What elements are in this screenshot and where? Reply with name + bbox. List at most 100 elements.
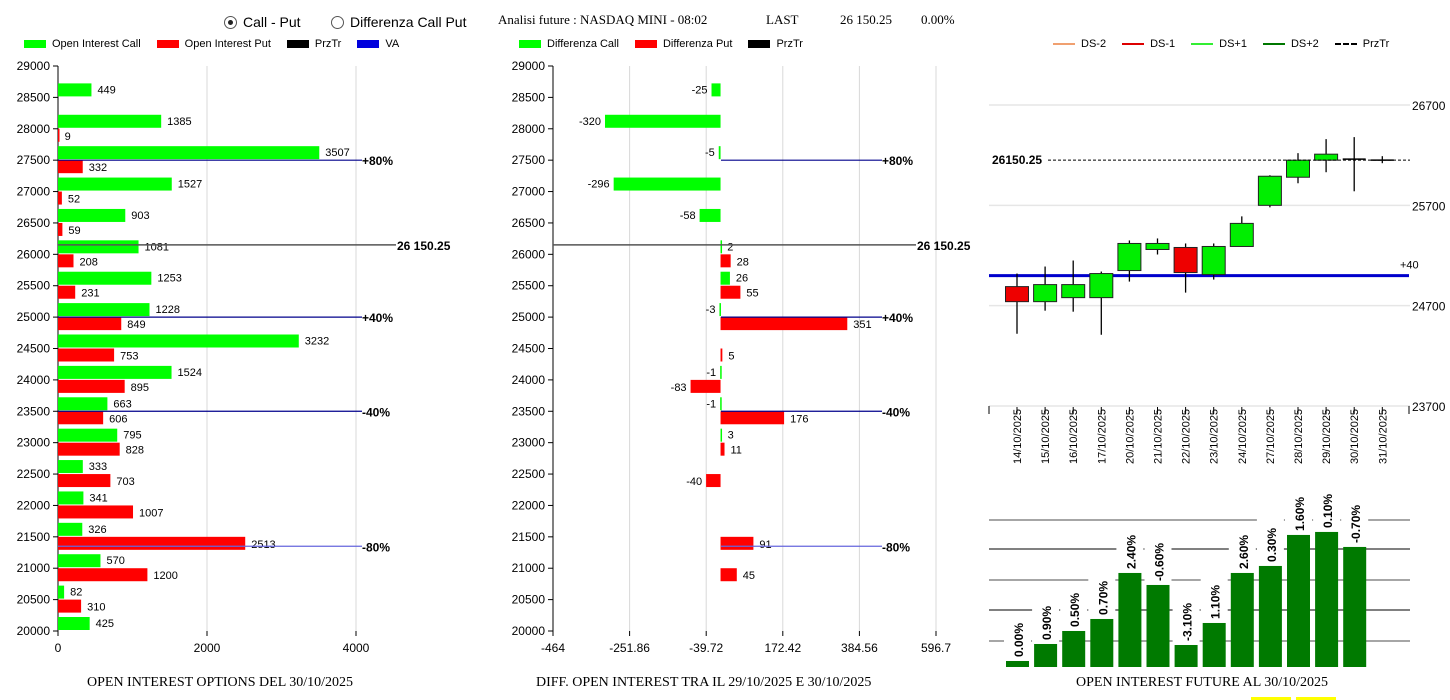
- y-tick-label: 20000: [512, 624, 546, 638]
- x-tick-label: 24/10/2025: [1237, 409, 1249, 464]
- va-label: +40%: [882, 311, 913, 325]
- analysis-label: Analisi future : NASDAQ MINI - 08:02: [498, 12, 708, 27]
- x-tick-label: 31/10/2025: [1377, 409, 1389, 464]
- x-tick-label: 29/10/2025: [1321, 409, 1333, 464]
- bar-oi-future: [1062, 630, 1086, 667]
- bar-label: -0.60%: [1153, 543, 1167, 581]
- bar-call: [719, 303, 721, 317]
- y-tick-label: 21500: [512, 530, 546, 544]
- candle-up: [1061, 284, 1086, 299]
- bar-call: [58, 460, 83, 474]
- bar-label: 2.60%: [1237, 535, 1251, 569]
- candle-up: [1201, 245, 1226, 276]
- bar-call: [58, 554, 101, 568]
- bar-label-call: 1253: [157, 273, 181, 285]
- bar-call: [58, 491, 84, 505]
- legend-item-diff-call: Differenza Call: [519, 38, 619, 50]
- x-tick-label: 30/10/2025: [1349, 409, 1361, 464]
- bar-label-call: 341: [89, 492, 107, 504]
- va-label: -80%: [882, 540, 910, 554]
- bar-label-call: 1385: [167, 116, 191, 128]
- y-tick-label: 27500: [17, 153, 51, 167]
- bar-call: [58, 177, 172, 191]
- legend-item-przTr: PrzTr: [286, 38, 342, 50]
- bar-oi-future: [1174, 644, 1198, 667]
- bar-put: [58, 442, 120, 456]
- bar-oi-future: [1202, 622, 1226, 667]
- bar-put: [58, 599, 82, 613]
- bar-label-call: 3507: [325, 147, 349, 159]
- bar-label-put: 310: [87, 602, 105, 614]
- radio-differenza-call-put[interactable]: Differenza Call Put: [331, 14, 466, 30]
- radio-call-put[interactable]: Call - Put: [224, 14, 301, 30]
- bar-label-bg: [1032, 595, 1060, 642]
- va-label: +80%: [362, 154, 393, 168]
- radio-unselected-indicator: [331, 15, 344, 29]
- x-tick-label: -39.72: [689, 641, 723, 655]
- bar-oi-future: [1090, 618, 1114, 667]
- radio-label: Differenza Call Put: [350, 14, 467, 30]
- bar-put: [690, 379, 721, 393]
- bar-put: [58, 191, 62, 205]
- bar-label: 0.90%: [1040, 606, 1054, 640]
- bar-label-call: 449: [97, 84, 115, 96]
- y-tick-label: 20500: [17, 593, 51, 607]
- bar-call: [613, 177, 721, 191]
- legend-label: PrzTr: [776, 38, 803, 50]
- bar-label-call: 425: [96, 618, 114, 630]
- bar-oi-future: [1034, 643, 1058, 667]
- bar-label-put: -40: [686, 476, 702, 488]
- bar-label-put: 91: [759, 539, 771, 551]
- bar-put: [58, 379, 125, 393]
- bar-label: 0.70%: [1096, 581, 1110, 615]
- bar-label-call: 795: [123, 430, 141, 442]
- bar-put: [720, 285, 741, 299]
- bar-call: [58, 271, 152, 285]
- legend-swatch: [156, 40, 179, 48]
- bar-label-call: -25: [692, 84, 708, 96]
- bar-put: [720, 317, 848, 331]
- bar-label-bg: [1200, 574, 1228, 621]
- legend-label: PrzTr: [314, 38, 342, 50]
- bar-put: [58, 505, 134, 519]
- legend-swatch: [519, 40, 541, 48]
- bar-label-call: 3232: [305, 336, 329, 348]
- y-tick-label: 24700: [1412, 300, 1446, 314]
- legend-swatch: [634, 40, 657, 48]
- bar-label-call: 326: [88, 524, 106, 536]
- bar-label-put: 9: [65, 131, 71, 143]
- x-tick-label: 15/10/2025: [1040, 409, 1052, 464]
- last-label: LAST: [766, 12, 799, 27]
- legend-swatch: [24, 40, 46, 48]
- candle-up: [1117, 242, 1142, 272]
- bar-label-put: 1200: [153, 570, 177, 582]
- bar-label-bg: [1228, 524, 1256, 571]
- bar-label-bg: [1144, 536, 1172, 583]
- x-tick-label: 22/10/2025: [1181, 409, 1193, 464]
- x-tick-label: 2000: [194, 641, 221, 655]
- bar-call: [58, 585, 65, 599]
- va-label: +40: [1400, 260, 1419, 272]
- bar-label-put: 606: [109, 413, 127, 425]
- bar-label-bg: [1341, 498, 1369, 545]
- legend-line: [1262, 43, 1285, 45]
- bar-put: [58, 285, 76, 299]
- bar-label-put: -83: [671, 382, 687, 394]
- bar-label-call: -5: [705, 147, 715, 159]
- bar-label-call: 1524: [178, 367, 202, 379]
- y-tick-label: 26000: [512, 247, 546, 261]
- bar-label-call: 333: [89, 461, 107, 473]
- y-tick-label: 28500: [512, 90, 546, 104]
- y-tick-label: 27500: [512, 153, 546, 167]
- legend-line: [1122, 43, 1145, 45]
- x-tick-label: 14/10/2025: [1012, 409, 1024, 464]
- legend-line: [1191, 43, 1214, 45]
- bar-label-call: -296: [588, 179, 610, 191]
- legend-label: Differenza Put: [662, 38, 733, 50]
- y-tick-label: 23000: [17, 436, 51, 450]
- va-label: +40%: [362, 311, 393, 325]
- bar-label-put: 1007: [139, 507, 163, 519]
- przTr-label: 26150.25: [992, 153, 1042, 167]
